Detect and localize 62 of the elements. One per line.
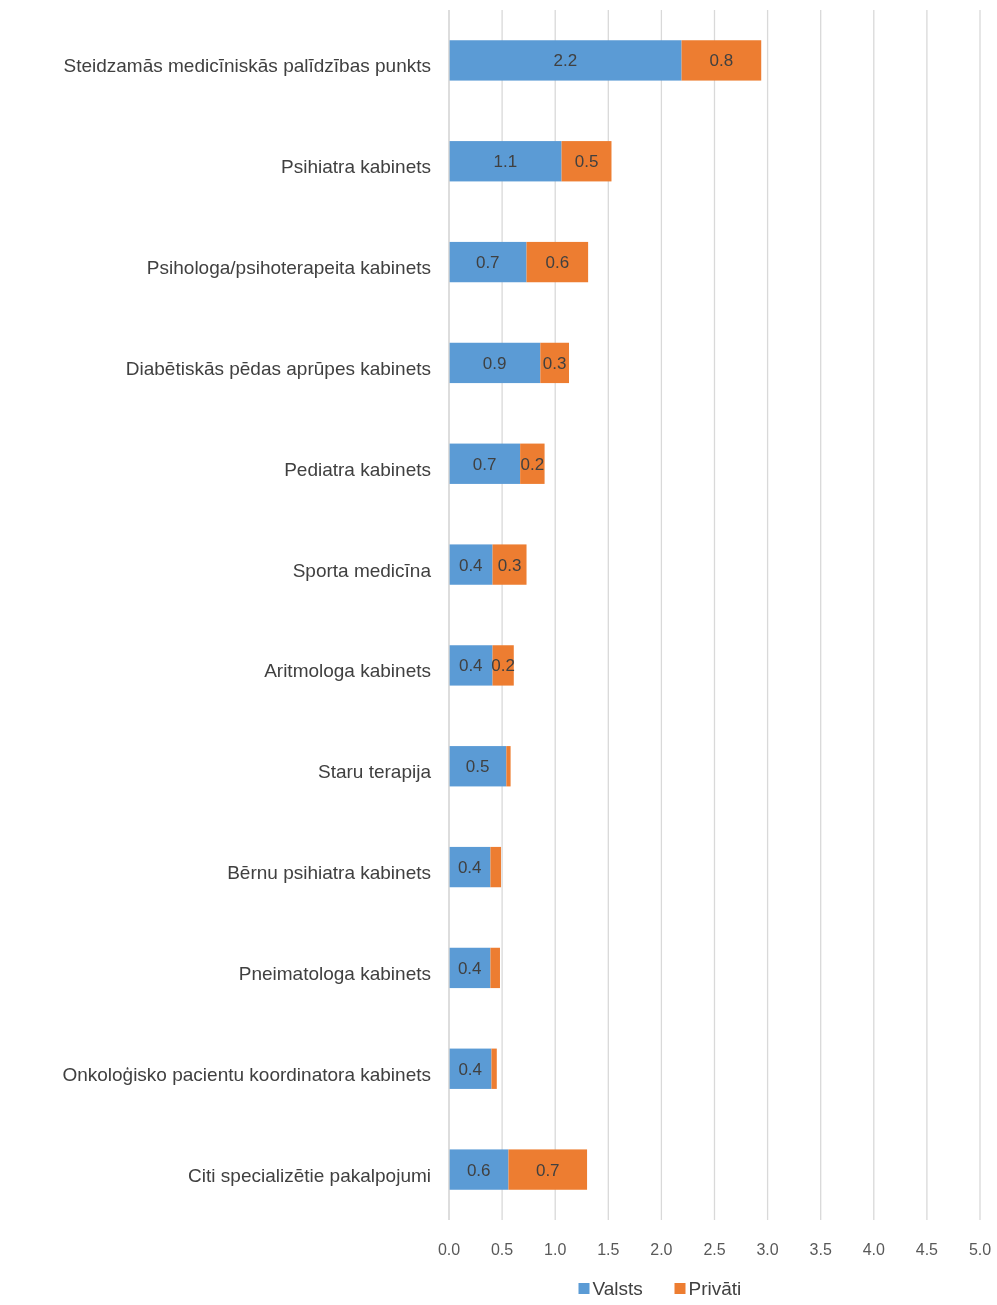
x-tick-label: 3.5 (809, 1241, 832, 1258)
data-label: 0.2 (520, 454, 545, 474)
x-tick-label: 1.0 (544, 1241, 567, 1258)
bar (449, 342, 541, 384)
data-label: 2.2 (553, 51, 578, 71)
bar (449, 1149, 509, 1190)
y-tick-label: Sporta medicīna (292, 559, 432, 581)
bar (449, 141, 562, 182)
bar (506, 746, 511, 787)
data-label: 0.6 (466, 1160, 491, 1180)
bar (449, 40, 682, 81)
legend-label: Privāti (688, 1278, 742, 1299)
bar (490, 947, 500, 989)
data-label: 0.7 (475, 253, 500, 273)
x-tick-label: 2.0 (650, 1241, 673, 1258)
y-tick-label: Staru terapija (317, 761, 432, 783)
y-tick-label: Diabētiskās pēdas aprūpes kabinets (125, 357, 431, 379)
bar (449, 645, 493, 686)
x-tick-label: 4.5 (915, 1241, 939, 1258)
bar (449, 443, 521, 484)
data-label: 0.6 (545, 253, 570, 273)
y-tick-label: Bērnu psihiatra kabinets (227, 862, 431, 884)
data-label: 0.3 (497, 555, 522, 575)
bar (681, 40, 762, 81)
y-tick-label: Pneimatologa kabinets (238, 962, 431, 984)
x-tick-label: 0.0 (437, 1241, 461, 1258)
x-tick-label: 3.0 (756, 1241, 779, 1258)
bar (490, 846, 502, 888)
x-tick-label: 4.0 (862, 1241, 886, 1258)
data-label: 0.4 (458, 1059, 483, 1079)
y-tick-label: Psihologa/psihoterapeita kabinets (146, 257, 431, 279)
data-label: 0.4 (458, 656, 483, 676)
x-tick-label: 0.5 (490, 1241, 514, 1258)
data-label: 0.9 (482, 353, 507, 373)
data-label: 0.4 (457, 958, 482, 978)
bar (492, 544, 527, 585)
data-label: 1.1 (493, 152, 518, 172)
y-tick-label: Onkoloģisko pacientu koordinatora kabinets (62, 1063, 431, 1085)
data-label: 0.4 (458, 555, 483, 575)
legend-label: Valsts (592, 1278, 643, 1299)
y-tick-label: Citi specializētie pakalpojumi (188, 1164, 431, 1186)
data-label: 0.7 (472, 454, 497, 474)
data-label: 0.5 (574, 152, 599, 172)
bar (449, 241, 527, 283)
bar (561, 141, 612, 182)
y-tick-label: Aritmologa kabinets (264, 660, 431, 682)
data-label: 0.4 (457, 858, 482, 878)
data-label: 0.5 (465, 757, 490, 777)
y-tick-label: Psihiatra kabinets (281, 156, 431, 178)
y-tick-label: Steidzamās medicīniskās palīdzības punkts (63, 55, 431, 77)
x-tick-label: 1.5 (597, 1241, 620, 1258)
bar (508, 1149, 588, 1190)
data-label: 0.8 (709, 51, 734, 71)
bar (526, 241, 589, 283)
y-tick-label: Pediatra kabinets (284, 458, 431, 480)
bar (449, 746, 507, 787)
data-label: 0.3 (542, 353, 567, 373)
bar (449, 544, 493, 585)
x-tick-label: 5.0 (968, 1241, 992, 1258)
data-label: 0.7 (535, 1160, 560, 1180)
x-tick-label: 2.5 (703, 1241, 726, 1258)
bar (491, 1048, 497, 1089)
